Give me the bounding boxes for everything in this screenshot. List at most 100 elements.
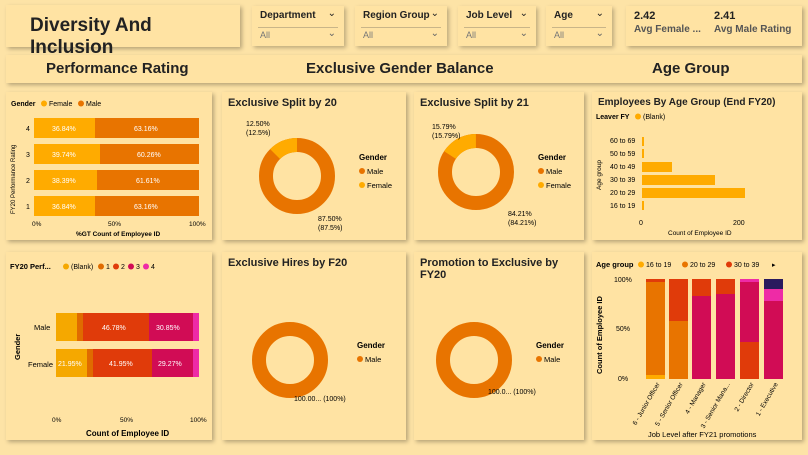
bar-segment[interactable] <box>669 279 688 321</box>
x-axis-label: %GT Count of Employee ID <box>76 231 160 238</box>
chevron-down-icon[interactable]: ⌄ <box>595 28 604 39</box>
bar-20-29[interactable] <box>642 188 745 198</box>
chart-title: Exclusive Split by 20 <box>228 97 337 109</box>
donut-male-segment[interactable] <box>252 322 328 398</box>
bar-16-19[interactable] <box>642 201 644 210</box>
chevron-down-icon[interactable]: ⌄ <box>327 28 336 39</box>
bar-label: 36.84% <box>52 126 76 133</box>
department-slicer[interactable]: Department ⌄ All ⌄ <box>252 6 344 46</box>
x-axis-label: Count of Employee ID <box>86 429 169 438</box>
chart-title: Employees By Age Group (End FY20) <box>598 97 776 108</box>
legend-title: Age group <box>596 260 634 269</box>
bar-segment[interactable] <box>716 294 735 379</box>
legend-title: Gender <box>11 101 36 108</box>
legend-label: (Blank) <box>71 264 93 271</box>
job-level-slicer[interactable]: Job Level ⌄ All ⌄ <box>458 6 536 46</box>
legend-male-marker <box>357 356 363 362</box>
data-label: 84.21% <box>508 211 532 218</box>
age-bar-svg: Leaver FY (Blank) Age group 60 to 69 50 … <box>596 113 745 237</box>
donut-female-segment[interactable] <box>433 129 519 215</box>
slicer-label: Job Level <box>466 10 513 21</box>
chevron-down-icon[interactable]: ⌄ <box>430 28 439 39</box>
bar-segment[interactable] <box>669 321 688 379</box>
donut-male-segment[interactable] <box>436 322 512 398</box>
exclusive-hires-20-chart: Exclusive Hires by F20 100.00... (100%) … <box>222 252 406 440</box>
legend-label: Male <box>546 167 562 176</box>
bar-segment-1[interactable] <box>87 349 93 377</box>
y-axis-label: FY20 Performance Rating <box>11 145 17 214</box>
legend-4-marker <box>143 263 149 270</box>
donut-male-segment[interactable] <box>259 138 335 214</box>
legend-1-marker <box>98 263 104 270</box>
y-axis-label: Age group <box>596 160 603 190</box>
bar-male[interactable] <box>97 170 199 190</box>
bar-male[interactable] <box>95 196 199 216</box>
x-tick-label: 100% <box>189 221 206 228</box>
bar-female[interactable] <box>34 144 100 164</box>
bar-segment-3[interactable] <box>152 349 193 377</box>
bar-segment[interactable] <box>716 279 735 294</box>
bar-segment[interactable] <box>692 296 711 379</box>
legend-title: Gender <box>359 153 387 162</box>
chevron-down-icon[interactable]: ⌄ <box>327 8 336 19</box>
chevron-down-icon[interactable]: ⌄ <box>519 28 528 39</box>
y-tick-label: 20 to 29 <box>610 190 635 197</box>
legend-title: Gender <box>357 341 385 350</box>
y-tick-label: 30 to 39 <box>610 177 635 184</box>
bar-female[interactable] <box>34 196 95 216</box>
bar-segment-blank[interactable] <box>56 313 77 341</box>
legend-label: 3 <box>136 264 140 271</box>
legend-female-marker <box>41 100 47 107</box>
chevron-down-icon[interactable]: ⌄ <box>595 8 604 19</box>
bar-30-39[interactable] <box>642 175 715 185</box>
bar-segment[interactable] <box>740 279 759 282</box>
legend-label: Male <box>367 167 383 176</box>
bar-segment-2[interactable] <box>83 313 149 341</box>
bar-50-59[interactable] <box>642 149 644 158</box>
job-level-svg: Age group 16 to 19 20 to 29 30 to 39 ▸ C… <box>595 260 783 439</box>
bar-segment[interactable] <box>692 279 711 296</box>
legend-title: Gender <box>538 153 566 162</box>
bar-segment-2[interactable] <box>93 349 152 377</box>
bar-segment[interactable] <box>764 279 783 289</box>
y-tick-label: 3 <box>26 152 30 159</box>
legend-title: Gender <box>536 341 564 350</box>
exclusive-split-20-chart: Exclusive Split by 20 12.50% (12.5%) 87.… <box>222 92 406 240</box>
bar-male[interactable] <box>95 118 199 138</box>
bar-segment-1[interactable] <box>77 313 83 341</box>
bar-segment[interactable] <box>646 282 665 375</box>
bar-segment[interactable] <box>646 279 665 282</box>
bar-male[interactable] <box>100 144 199 164</box>
bar-segment[interactable] <box>740 282 759 342</box>
bar-segment[interactable] <box>764 301 783 379</box>
y-tick-label: 0% <box>618 376 628 383</box>
bar-segment-4[interactable] <box>193 349 199 377</box>
chevron-down-icon[interactable]: ⌄ <box>519 8 528 19</box>
legend-more-icon[interactable]: ▸ <box>772 262 776 269</box>
bar-segment-4[interactable] <box>193 313 199 341</box>
y-tick-label: 50% <box>616 326 630 333</box>
bar-segment[interactable] <box>764 289 783 301</box>
section-exclusive-gender-balance: Exclusive Gender Balance <box>306 60 494 77</box>
bar-female[interactable] <box>34 118 95 138</box>
chevron-down-icon[interactable]: ⌄ <box>430 8 439 19</box>
data-label: (15.79%) <box>432 133 460 140</box>
legend-label: Female <box>367 181 392 190</box>
title-card: Diversity And Inclusion <box>6 5 240 58</box>
chart-title: Promotion to Exclusive by FY20 <box>420 257 559 281</box>
y-tick-label: 60 to 69 <box>610 138 635 145</box>
slicer-label: Age <box>554 10 573 21</box>
x-tick-label: 0% <box>32 221 42 228</box>
bar-segment[interactable] <box>740 342 759 379</box>
donut-svg: 15.79% (15.79%) 84.21% (84.21%) Gender M… <box>432 124 571 227</box>
bar-segment-3[interactable] <box>149 313 193 341</box>
bar-female[interactable] <box>34 170 97 190</box>
bar-segment[interactable] <box>646 375 665 379</box>
bar-60-69[interactable] <box>642 137 644 146</box>
bar-segment-blank[interactable] <box>56 349 87 377</box>
donut-male-segment[interactable] <box>438 134 514 210</box>
bar-40-49[interactable] <box>642 162 672 172</box>
slicer-underline <box>361 27 441 28</box>
age-slicer[interactable]: Age ⌄ All ⌄ <box>546 6 612 46</box>
region-group-slicer[interactable]: Region Group ⌄ All ⌄ <box>355 6 447 46</box>
